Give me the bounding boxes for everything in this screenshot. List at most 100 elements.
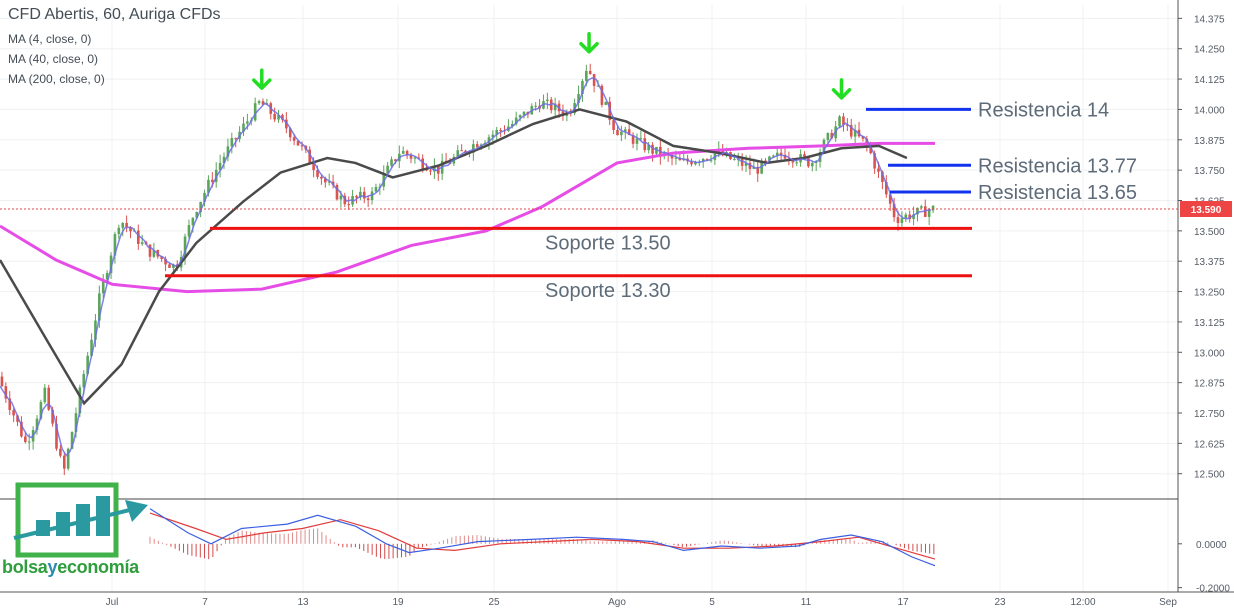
candle-body [343, 195, 347, 205]
candle-body [47, 387, 50, 410]
candle-body [810, 162, 814, 167]
candle-body [768, 156, 771, 161]
candle-body [382, 173, 386, 187]
chart-title: CFD Abertis, 60, Auriga CFDs [8, 6, 221, 23]
candle-body [487, 137, 491, 143]
candle-body [475, 144, 479, 148]
y-tick-label: 13.250 [1194, 288, 1225, 299]
candle-body [596, 85, 600, 87]
candle-body [553, 103, 557, 111]
candle-body [113, 234, 117, 256]
candle-body [740, 158, 744, 166]
candle-body [16, 415, 19, 422]
candle-body [592, 73, 596, 86]
candle-body [74, 413, 78, 433]
candle-body [912, 214, 915, 220]
candle-body [701, 158, 705, 163]
arrow-head [252, 78, 272, 90]
candle-body [744, 162, 748, 166]
resistance-label: Resistencia 14 [978, 99, 1109, 121]
candle-body [429, 170, 432, 172]
candle-body [577, 94, 580, 104]
candle-body [148, 244, 152, 257]
candle-body [456, 150, 460, 157]
candle-body [55, 423, 58, 449]
candle-body [460, 150, 463, 152]
y-tick-label: 12.500 [1194, 470, 1225, 481]
candle-body [873, 153, 876, 169]
candle-body [191, 217, 195, 226]
candle-body [904, 214, 908, 219]
candle-body [320, 176, 323, 179]
candle-body [168, 264, 171, 268]
candle-body [522, 111, 526, 116]
candle-body [931, 205, 935, 211]
candle-body [59, 448, 62, 456]
osc-tick-label: -0.2000 [1196, 584, 1230, 595]
candle-body [308, 149, 312, 164]
x-tick-label: Sep [1159, 597, 1177, 608]
candle-body [374, 187, 378, 192]
candle-body [600, 85, 604, 105]
candle-body [585, 70, 588, 81]
candle-body [709, 159, 713, 161]
candle-body [623, 129, 627, 132]
candle-body [366, 198, 370, 201]
candle-body [86, 355, 89, 374]
candle-body [927, 210, 931, 217]
candle-body [152, 250, 156, 257]
candle-body [261, 101, 265, 105]
y-tick-label: 13.500 [1194, 227, 1225, 238]
peak-arrow-icon [579, 31, 599, 54]
candle-body [90, 339, 93, 356]
candle-body [246, 121, 249, 124]
candle-body [211, 179, 214, 182]
candle-body [413, 157, 417, 159]
candle-body [234, 138, 237, 140]
y-tick-label: 12.750 [1194, 409, 1225, 420]
candle-body [635, 138, 639, 144]
support-label: Soporte 13.50 [545, 232, 671, 254]
candle-body [409, 154, 413, 159]
candle-body [281, 115, 284, 120]
candle-body [772, 155, 775, 157]
candle-body [920, 206, 923, 208]
x-tick-label: 7 [202, 597, 208, 608]
candle-body [359, 191, 362, 198]
candle-body [639, 138, 643, 140]
candle-body [775, 152, 779, 156]
candle-body [690, 161, 693, 165]
candle-body [370, 191, 374, 201]
candle-body [830, 133, 834, 139]
ma40-legend: MA (40, close, 0) [8, 52, 99, 66]
candle-body [335, 184, 339, 200]
candle-body [24, 436, 27, 442]
candle-body [705, 158, 709, 160]
y-tick-label: 13.875 [1194, 136, 1225, 147]
candle-body [273, 113, 276, 120]
grid [0, 5, 1178, 592]
candle-body [849, 125, 853, 137]
candle-body [631, 135, 635, 144]
candle-body [495, 130, 499, 135]
candle-body [117, 227, 121, 235]
candle-body [838, 116, 841, 127]
candle-body [674, 157, 678, 159]
candle-body [164, 258, 167, 265]
logo-text: bolsayeconomía [2, 557, 139, 577]
osc-histogram [149, 528, 935, 560]
candle-body [394, 159, 397, 162]
candle-body [257, 101, 261, 104]
peak-arrow-icon [252, 68, 272, 90]
logo-icon [13, 482, 148, 558]
candle-body [140, 242, 144, 244]
support-label: Soporte 13.30 [545, 280, 671, 302]
last-price-tag [1180, 201, 1232, 217]
x-tick-label: 5 [709, 597, 715, 608]
y-tick-label: 13.000 [1194, 348, 1225, 359]
candle-body [803, 154, 806, 158]
candle-body [105, 273, 109, 280]
candle-body [195, 212, 199, 218]
candle-body [277, 115, 280, 120]
